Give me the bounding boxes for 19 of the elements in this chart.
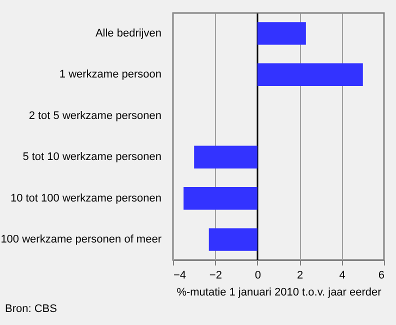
bar	[257, 22, 306, 45]
x-tick-label: 2	[297, 270, 304, 282]
bar	[194, 146, 258, 168]
y-tick-label: 100 werkzame personen of meer	[0, 234, 162, 246]
x-tick-label: 6	[378, 270, 384, 282]
bar	[208, 228, 258, 251]
bar	[257, 63, 363, 86]
x-tick-label: −2	[209, 270, 222, 282]
x-axis-title: %-mutatie 1 januari 2010 t.o.v. jaar eerder	[176, 286, 382, 298]
text: Bron: CBS	[5, 303, 57, 315]
x-tick-label: 0	[254, 270, 261, 282]
y-tick-label: Alle bedrijven	[95, 27, 162, 40]
y-tick-label: 2 tot 5 werkzame personen	[28, 110, 162, 122]
bar	[184, 187, 258, 210]
y-tick-label: 10 tot 100 werkzame personen	[10, 192, 162, 204]
x-tick-label: −4	[174, 270, 186, 282]
x-tick-label: 4	[339, 270, 346, 282]
y-tick-label: 5 tot 10 werkzame personen	[22, 151, 162, 164]
y-tick-label: 1 werkzame persoon	[59, 68, 162, 81]
